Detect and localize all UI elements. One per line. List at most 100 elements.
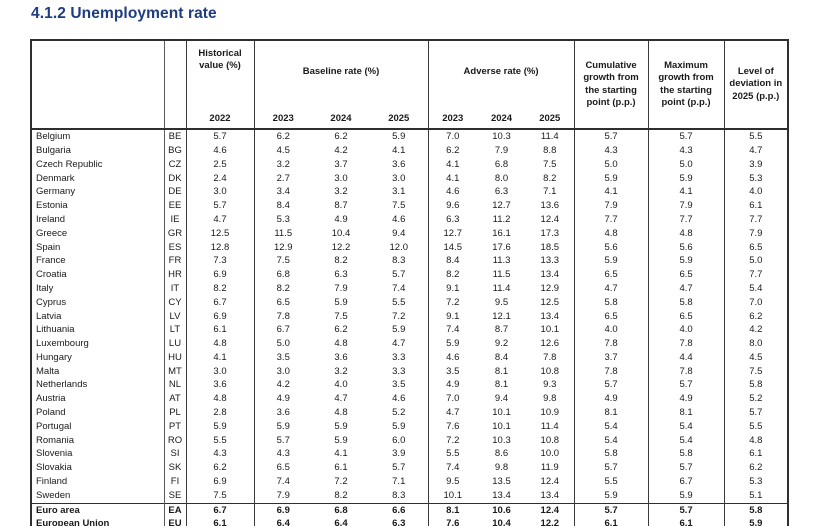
value-cell: 7.9 [647,198,725,213]
value-cell: 8.6 [494,448,509,460]
value-cell: 6.1 [185,517,254,526]
value-cell: 4.0 [573,323,649,337]
value-cell: 10.4 [331,227,351,239]
table-row: European Union EU 6.1 6.4 6.4 6.3 7.6 10.4 12.2 6… [31,517,789,526]
value-cell: 8.1 [494,379,509,391]
value-cell: 7.9 [494,144,509,156]
value-cell: 9.1 [427,309,478,324]
value-cell: 13.4 [540,269,560,281]
country-code: CY [163,295,186,310]
value-cell: 3.0 [185,364,254,379]
table-row: Luxembourg LU 4.8 5.0 4.8 4.7 5.9 9.2 12.6 7.8 7.8… [31,336,789,351]
value-cell: 10.1 [540,324,560,336]
value-cell: 3.3 [392,351,406,363]
value-cell: 6.9 [253,502,312,518]
value-cell: 13.6 [540,200,560,212]
value-cell: 11.3 [492,255,511,267]
value-cell: 6.5 [253,461,312,475]
country-name-header [31,40,164,130]
table-row: Italy IT 8.2 8.2 7.9 7.4 9.1 11.4 12.9 4.7 4.7 5.4 [31,281,789,296]
value-cell: 8.2 [334,255,348,267]
country-name: Euro area [31,502,164,518]
value-cell: 5.9 [647,171,725,186]
value-cell: 12.8 [185,240,254,255]
value-cell: 12.2 [331,241,351,253]
value-cell: 5.5 [427,447,478,462]
value-cell: 17.6 [492,241,511,253]
value-cell: 7.0 [427,392,478,406]
value-cell: 5.5 [573,474,649,489]
value-cell: 10.3 [492,131,511,143]
value-cell: 3.2 [334,365,348,377]
value-cell: 3.5 [427,364,478,379]
value-cell: 4.9 [427,378,478,393]
country-code: EE [163,198,186,213]
value-cell: 12.1 [492,310,511,322]
value-cell: 4.2 [723,323,789,337]
country-name: Spain [36,241,61,253]
value-cell: 4.8 [647,226,725,241]
value-cell: 5.9 [573,488,649,504]
cumulative-growth-header: Cumulative growth from the starting poin… [573,40,649,130]
value-cell: 10.0 [540,448,560,460]
value-cell: 7.8 [573,364,649,379]
table-row: Slovenia SI 4.3 4.3 4.1 3.9 5.5 8.6 10.0 5.8 5.8 6.… [31,447,789,462]
table-row: Sweden SE 7.5 7.9 8.2 8.3 10.1 13.4 13.4 5.9 5.9 5.… [31,488,789,504]
table-row: Ireland IE 4.7 5.3 4.9 4.6 6.3 11.2 12.4 7.7 7.7 7.… [31,212,789,227]
value-cell: 7.0 [427,129,478,144]
value-cell: 5.5 [392,296,406,308]
value-cell: 2.8 [185,405,254,420]
value-cell: 5.0 [723,254,789,268]
value-cell: 3.6 [392,158,406,170]
value-cell: 3.6 [253,405,312,420]
value-cell: 8.3 [392,255,406,267]
value-cell: 7.9 [334,282,348,294]
table-row: Netherlands NL 3.6 4.2 4.0 3.5 4.9 8.1 9.3 5.7 5.7… [31,378,789,393]
value-cell: 13.5 [492,476,511,488]
value-cell: 5.6 [647,240,725,255]
value-cell: 5.9 [392,420,406,432]
country-name: Hungary [36,351,72,363]
year-header: 2022 [185,103,254,130]
value-cell: 5.8 [647,447,725,462]
table-row: Bulgaria BG 4.6 4.5 4.2 4.1 6.2 7.9 8.8 4.3 4.3 4.7 [31,143,789,158]
value-cell: 4.1 [573,185,649,199]
value-cell: 8.1 [427,502,478,518]
value-cell: 17.3 [540,227,560,239]
value-cell: 4.9 [647,392,725,406]
value-cell: 6.5 [253,295,312,310]
value-cell: 5.7 [647,129,725,144]
value-cell: 5.9 [647,488,725,504]
value-cell: 6.1 [723,447,789,462]
country-code: PL [163,405,186,420]
value-cell: 8.0 [723,336,789,351]
country-code: IT [163,281,186,296]
country-name: Germany [36,186,76,198]
value-cell: 4.9 [573,392,649,406]
value-cell: 7.2 [334,476,348,488]
country-name: Czech Republic [36,158,103,170]
value-cell: 2.5 [185,157,254,172]
value-cell: 13.3 [540,255,560,267]
value-cell: 4.7 [723,143,789,158]
value-cell: 11.9 [540,462,559,474]
value-cell: 4.8 [185,336,254,351]
country-code: CZ [163,157,186,172]
value-cell: 6.2 [427,143,478,158]
value-cell: 7.9 [723,226,789,241]
value-cell: 4.8 [573,226,649,241]
value-cell: 12.0 [389,241,409,253]
value-cell: 3.3 [392,365,406,377]
value-cell: 5.7 [185,129,254,144]
value-cell: 5.9 [334,420,348,432]
country-name: Greece [36,227,68,239]
value-cell: 5.2 [723,392,789,406]
value-cell: 7.5 [185,488,254,504]
value-cell: 6.7 [647,474,725,489]
country-name: Finland [36,476,68,488]
value-cell: 6.5 [573,309,649,324]
country-code: DE [163,185,186,199]
value-cell: 3.6 [185,378,254,393]
table-row: Croatia HR 6.9 6.8 6.3 5.7 8.2 11.5 13.4 6.5 6.5 7.… [31,267,789,282]
country-code: EA [163,502,186,518]
